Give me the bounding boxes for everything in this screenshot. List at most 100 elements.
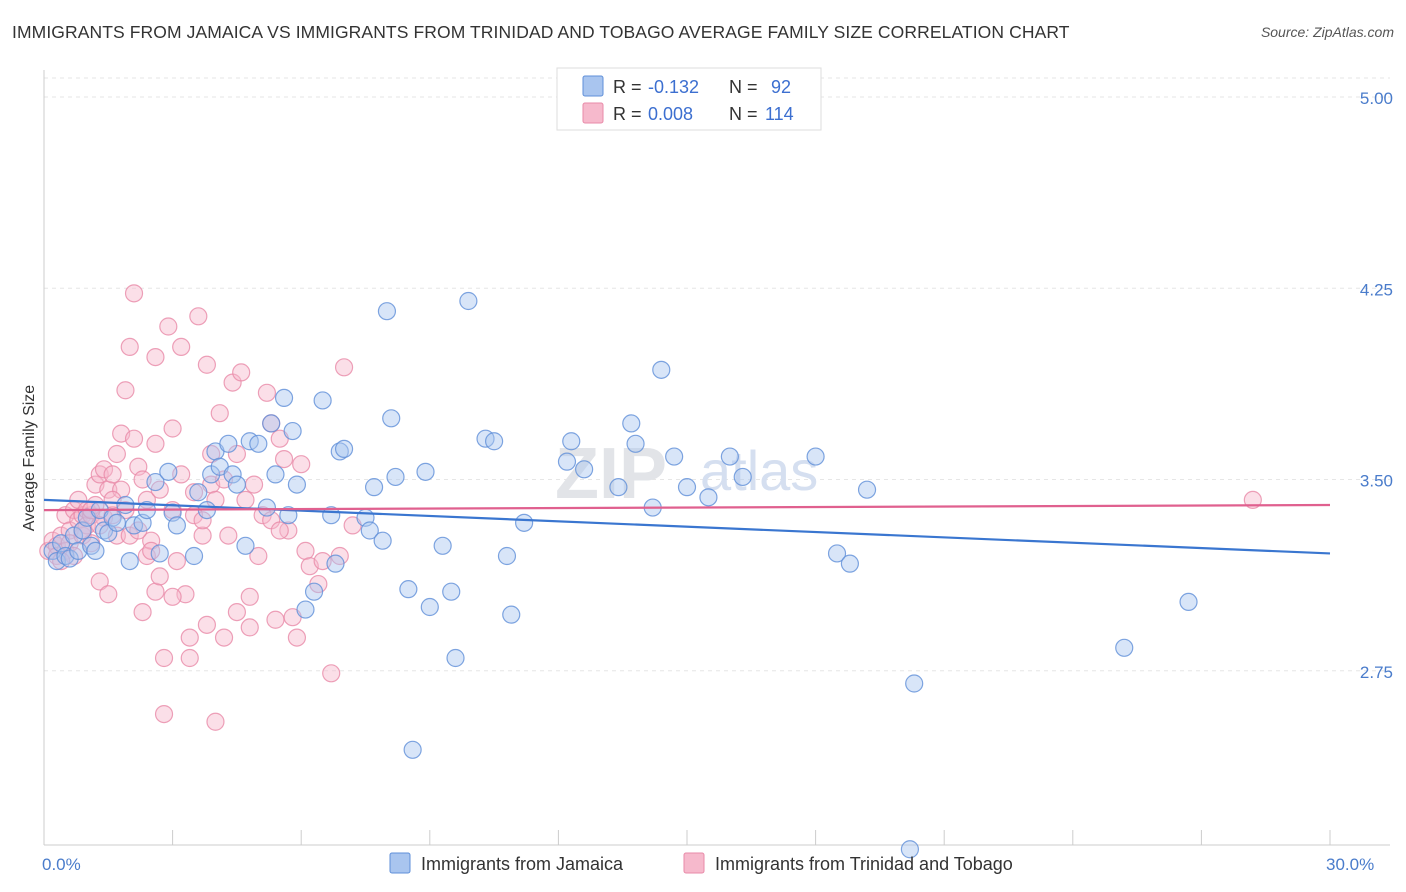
trinidad-point [154, 648, 174, 668]
jamaica-point [287, 475, 307, 494]
jamaica-point [626, 434, 645, 453]
trinidad-point [180, 628, 199, 647]
jamaica-point [622, 414, 641, 433]
jamaica-point [373, 531, 392, 550]
jamaica-point [227, 475, 246, 494]
trinidad-point [146, 348, 165, 367]
trinidad-point [146, 434, 165, 453]
jamaica-point [189, 483, 208, 502]
trinidad-point [124, 429, 144, 448]
trinidad-series-label: Immigrants from Trinidad and Tobago [715, 854, 1013, 874]
trinidad-point [193, 511, 212, 530]
trinidad-series-swatch [683, 852, 705, 874]
chart-title: IMMIGRANTS FROM JAMAICA VS IMMIGRANTS FR… [12, 22, 1070, 42]
trinidad-point [167, 551, 186, 571]
trinidad-point [240, 587, 259, 606]
trinidad-n-value: 114 [765, 104, 794, 124]
jamaica-point [274, 388, 294, 407]
trinidad-r-value: 0.008 [648, 104, 693, 124]
trinidad-point [189, 307, 208, 326]
jamaica-point [262, 414, 281, 433]
stats-legend: R = -0.132 N = 92 R = 0.008 N = 114 [556, 67, 822, 131]
trinidad-point [257, 383, 277, 402]
jamaica-n-label: N = [729, 77, 758, 97]
trinidad-point [296, 541, 315, 561]
trinidad-point [184, 483, 204, 502]
trinidad-point [197, 615, 216, 634]
jamaica-point [296, 600, 315, 619]
trinidad-point [150, 567, 169, 586]
trinidad-point [180, 648, 199, 668]
jamaica-point [840, 554, 859, 573]
jamaica-legend-swatch [582, 75, 604, 97]
series-trinidad-points [39, 284, 1262, 731]
jamaica-series-swatch [389, 852, 411, 874]
x-tick-label-max: 30.0% [1326, 855, 1374, 874]
jamaica-point [557, 452, 577, 471]
x-tick-label-min: 0.0% [42, 855, 81, 874]
jamaica-point [720, 447, 739, 466]
jamaica-point [827, 544, 847, 563]
source-label: Source: ZipAtlas.com [1260, 24, 1394, 40]
jamaica-point [699, 488, 718, 507]
jamaica-r-value: -0.132 [648, 77, 699, 97]
jamaica-point [167, 516, 186, 535]
trinidad-point [322, 664, 341, 683]
trinidad-point [1243, 490, 1262, 509]
trinidad-point [99, 585, 118, 604]
jamaica-point [326, 554, 345, 573]
trinidad-point [172, 337, 191, 356]
trinidad-point [133, 602, 152, 622]
y-tick-label: 4.25 [1360, 280, 1393, 299]
jamaica-point [733, 467, 752, 487]
trinidad-point [244, 475, 264, 494]
jamaica-point [219, 434, 238, 453]
y-tick-label: 5.00 [1360, 89, 1393, 108]
trinidad-point [210, 404, 229, 423]
trinidad-n-label: N = [729, 104, 758, 124]
jamaica-point [399, 580, 418, 599]
trinidad-point [206, 712, 225, 731]
trinidad-point [266, 610, 285, 629]
trinidad-point [292, 455, 311, 474]
jamaica-point [313, 391, 332, 410]
jamaica-point [1179, 592, 1198, 612]
trinidad-point [120, 526, 139, 545]
trinidad-point [193, 526, 212, 545]
y-tick-labels: 2.75 3.50 4.25 5.00 [1360, 89, 1393, 682]
series-legend: Immigrants from Jamaica Immigrants from … [389, 852, 1013, 874]
jamaica-point [184, 546, 204, 566]
trinidad-point [232, 363, 251, 382]
trinidad-point [142, 531, 161, 550]
jamaica-point [515, 513, 534, 532]
jamaica-point [403, 740, 422, 759]
trinidad-point [270, 521, 289, 540]
jamaica-point [575, 460, 594, 479]
jamaica-r-label: R = [613, 77, 642, 97]
jamaica-point [257, 498, 277, 517]
jamaica-series-label: Immigrants from Jamaica [421, 854, 624, 874]
jamaica-point [665, 447, 684, 466]
jamaica-point [677, 478, 697, 497]
jamaica-point [497, 546, 517, 566]
jamaica-point [459, 291, 478, 311]
watermark-atlas: atlas [700, 439, 818, 502]
jamaica-point [377, 302, 397, 321]
jamaica-point [502, 605, 521, 624]
series-jamaica-points [43, 291, 1198, 859]
trinidad-point [287, 628, 307, 647]
jamaica-point [116, 495, 135, 515]
trinidad-point [154, 704, 174, 724]
jamaica-n-value: 92 [771, 77, 791, 97]
trinidad-point [236, 490, 255, 509]
jamaica-point [266, 465, 285, 484]
jamaica-point [420, 597, 439, 617]
axes [43, 70, 1390, 846]
jamaica-point [223, 465, 242, 484]
jamaica-point [107, 513, 126, 532]
y-axis-title: Average Family Size [21, 385, 38, 532]
jamaica-point [334, 439, 354, 458]
jamaica-point [442, 582, 461, 601]
trinidad-point [90, 572, 109, 591]
